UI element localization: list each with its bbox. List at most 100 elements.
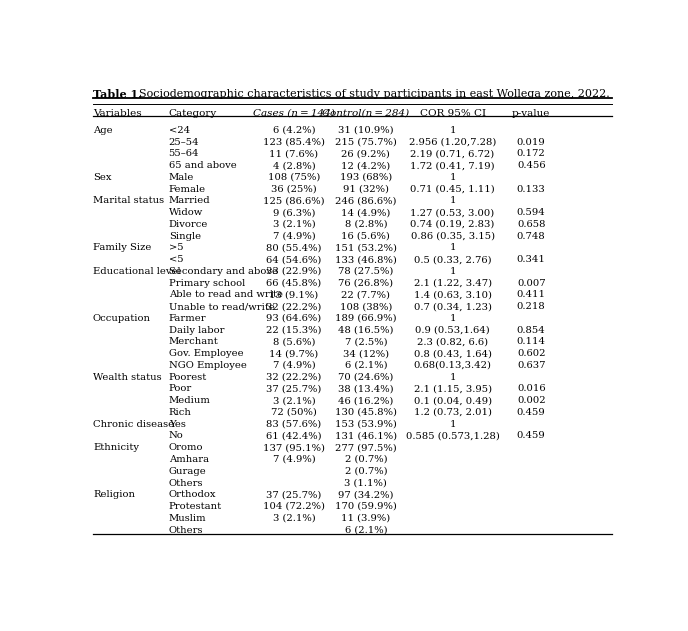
Text: 170 (59.9%): 170 (59.9%) xyxy=(335,502,397,511)
Text: Gov. Employee: Gov. Employee xyxy=(169,349,244,358)
Text: 1: 1 xyxy=(449,267,456,276)
Text: 66 (45.8%): 66 (45.8%) xyxy=(266,279,321,288)
Text: 97 (34.2%): 97 (34.2%) xyxy=(338,490,394,499)
Text: Unable to read/write: Unable to read/write xyxy=(169,302,275,311)
Text: Ethnicity: Ethnicity xyxy=(93,443,139,452)
Text: 0.748: 0.748 xyxy=(517,232,546,240)
Text: <24: <24 xyxy=(169,126,190,135)
Text: 6 (4.2%): 6 (4.2%) xyxy=(272,126,315,135)
Text: 246 (86.6%): 246 (86.6%) xyxy=(335,196,397,205)
Text: 0.411: 0.411 xyxy=(517,290,546,299)
Text: Educational level: Educational level xyxy=(93,267,180,276)
Text: 277 (97.5%): 277 (97.5%) xyxy=(335,443,397,452)
Text: Rich: Rich xyxy=(169,408,191,417)
Text: Merchant: Merchant xyxy=(169,338,218,346)
Text: 1.4 (0.63, 3.10): 1.4 (0.63, 3.10) xyxy=(413,290,491,299)
Text: 26 (9.2%): 26 (9.2%) xyxy=(341,150,390,158)
Text: 3 (2.1%): 3 (2.1%) xyxy=(272,514,315,522)
Text: 151 (53.2%): 151 (53.2%) xyxy=(335,244,397,252)
Text: Others: Others xyxy=(169,478,203,488)
Text: 14 (4.9%): 14 (4.9%) xyxy=(341,208,391,217)
Text: 2 (0.7%): 2 (0.7%) xyxy=(345,467,387,476)
Text: 130 (45.8%): 130 (45.8%) xyxy=(335,408,397,417)
Text: 2.1 (1.22, 3.47): 2.1 (1.22, 3.47) xyxy=(413,279,492,288)
Text: 0.8 (0.43, 1.64): 0.8 (0.43, 1.64) xyxy=(413,349,491,358)
Text: p-value: p-value xyxy=(512,109,550,118)
Text: 36 (25%): 36 (25%) xyxy=(271,184,316,194)
Text: 8 (2.8%): 8 (2.8%) xyxy=(345,220,387,229)
Text: 0.459: 0.459 xyxy=(517,432,546,440)
Text: 0.854: 0.854 xyxy=(517,326,546,334)
Text: 0.7 (0.34, 1.23): 0.7 (0.34, 1.23) xyxy=(413,302,491,311)
Text: 7 (4.9%): 7 (4.9%) xyxy=(272,455,315,464)
Text: Muslim: Muslim xyxy=(169,514,206,522)
Text: 37 (25.7%): 37 (25.7%) xyxy=(266,384,321,394)
Text: NGO Employee: NGO Employee xyxy=(169,361,246,370)
Text: 104 (72.2%): 104 (72.2%) xyxy=(263,502,325,511)
Text: Table 1.: Table 1. xyxy=(93,90,142,100)
Text: Chronic disease: Chronic disease xyxy=(93,420,174,428)
Text: 12 (4.2%): 12 (4.2%) xyxy=(341,161,391,170)
Text: 0.602: 0.602 xyxy=(517,349,546,358)
Text: 193 (68%): 193 (68%) xyxy=(340,173,392,182)
Text: 65 and above: 65 and above xyxy=(169,161,237,170)
Text: 0.5 (0.33, 2.76): 0.5 (0.33, 2.76) xyxy=(413,255,491,264)
Text: 1: 1 xyxy=(449,244,456,252)
Text: 0.456: 0.456 xyxy=(517,161,546,170)
Text: 1: 1 xyxy=(449,420,456,428)
Text: 153 (53.9%): 153 (53.9%) xyxy=(335,420,397,428)
Text: Orthodox: Orthodox xyxy=(169,490,216,499)
Text: 11 (3.9%): 11 (3.9%) xyxy=(341,514,391,522)
Text: Category: Category xyxy=(169,109,217,118)
Text: Female: Female xyxy=(169,184,206,194)
Text: 0.594: 0.594 xyxy=(517,208,546,217)
Text: 189 (66.9%): 189 (66.9%) xyxy=(335,314,397,323)
Text: Marital status: Marital status xyxy=(93,196,164,205)
Text: 46 (16.2%): 46 (16.2%) xyxy=(338,396,394,405)
Text: 125 (86.6%): 125 (86.6%) xyxy=(263,196,325,205)
Text: 1.2 (0.73, 2.01): 1.2 (0.73, 2.01) xyxy=(413,408,491,417)
Text: 2.3 (0.82, 6.6): 2.3 (0.82, 6.6) xyxy=(417,338,488,346)
Text: 91 (32%): 91 (32%) xyxy=(343,184,389,194)
Text: 83 (57.6%): 83 (57.6%) xyxy=(266,420,321,428)
Text: Poor: Poor xyxy=(169,384,192,394)
Text: 55–64: 55–64 xyxy=(169,150,199,158)
Text: 78 (27.5%): 78 (27.5%) xyxy=(338,267,394,276)
Text: Occupation: Occupation xyxy=(93,314,151,323)
Text: Cases (n = 144): Cases (n = 144) xyxy=(253,109,335,118)
Text: Divorce: Divorce xyxy=(169,220,208,229)
Text: Single: Single xyxy=(169,232,201,240)
Text: 37 (25.7%): 37 (25.7%) xyxy=(266,490,321,499)
Text: Sociodemographic characteristics of study participants in east Wollega zone, 202: Sociodemographic characteristics of stud… xyxy=(132,90,610,99)
Text: 7 (2.5%): 7 (2.5%) xyxy=(345,338,387,346)
Text: 48 (16.5%): 48 (16.5%) xyxy=(338,326,394,334)
Text: 31 (10.9%): 31 (10.9%) xyxy=(338,126,394,135)
Text: 38 (13.4%): 38 (13.4%) xyxy=(338,384,394,394)
Text: 16 (5.6%): 16 (5.6%) xyxy=(341,232,390,240)
Text: 93 (64.6%): 93 (64.6%) xyxy=(266,314,321,323)
Text: Daily labor: Daily labor xyxy=(169,326,224,334)
Text: 0.007: 0.007 xyxy=(517,279,546,288)
Text: 1: 1 xyxy=(449,314,456,323)
Text: Family Size: Family Size xyxy=(93,244,151,252)
Text: Able to read and write: Able to read and write xyxy=(169,290,283,299)
Text: 1: 1 xyxy=(449,196,456,205)
Text: Farmer: Farmer xyxy=(169,314,206,323)
Text: 2 (0.7%): 2 (0.7%) xyxy=(345,455,387,464)
Text: 108 (75%): 108 (75%) xyxy=(268,173,320,182)
Text: Medium: Medium xyxy=(169,396,211,405)
Text: 123 (85.4%): 123 (85.4%) xyxy=(263,138,325,146)
Text: 22 (15.3%): 22 (15.3%) xyxy=(266,326,322,334)
Text: 3 (2.1%): 3 (2.1%) xyxy=(272,220,315,229)
Text: 2.1 (1.15, 3.95): 2.1 (1.15, 3.95) xyxy=(413,384,492,394)
Text: 1.72 (0.41, 7.19): 1.72 (0.41, 7.19) xyxy=(410,161,495,170)
Text: 137 (95.1%): 137 (95.1%) xyxy=(263,443,325,452)
Text: 0.74 (0.19, 2.83): 0.74 (0.19, 2.83) xyxy=(410,220,495,229)
Text: 0.019: 0.019 xyxy=(517,138,546,146)
Text: 25–54: 25–54 xyxy=(169,138,200,146)
Text: 8 (5.6%): 8 (5.6%) xyxy=(272,338,315,346)
Text: 133 (46.8%): 133 (46.8%) xyxy=(335,255,397,264)
Text: Secondary and above: Secondary and above xyxy=(169,267,278,276)
Text: 4 (2.8%): 4 (2.8%) xyxy=(272,161,315,170)
Text: Primary school: Primary school xyxy=(169,279,245,288)
